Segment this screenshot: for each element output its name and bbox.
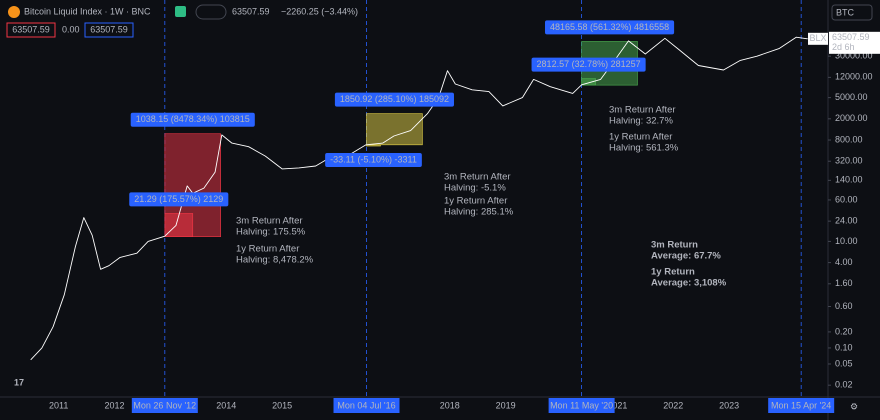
note-text: 3m Return After — [236, 216, 303, 227]
symbol-label: BLX — [809, 33, 826, 43]
note-text: 1y Return After — [236, 244, 299, 255]
flag-icon — [175, 6, 186, 17]
measure-label-box — [130, 112, 255, 127]
x-tick-label: 2014 — [216, 400, 236, 410]
measure-label: 48165.58 (561.32%) 4816558 — [550, 22, 669, 32]
x-tick-label: 2018 — [440, 400, 460, 410]
y-tick-label: 5000.00 — [835, 92, 868, 102]
y-tick-label: 10.00 — [835, 236, 858, 246]
note-text: Halving: 32.7% — [609, 116, 673, 127]
measure-label: 1850.92 (285.10%) 185092 — [340, 94, 449, 104]
note-text: Halving: 561.3% — [609, 143, 679, 154]
y-tick-label: 24.00 — [835, 216, 858, 226]
halving-date-label: Mon 04 Jul '16 — [337, 400, 395, 410]
last-price: 63507.59 — [232, 6, 270, 16]
measure-box — [366, 144, 381, 147]
y-tick-label: 140.00 — [835, 175, 863, 185]
y-tick-label: 2000.00 — [835, 113, 868, 123]
symbol-box — [808, 32, 828, 45]
y-tick-label: 0.02 — [835, 380, 853, 390]
measure-label-box — [544, 20, 675, 35]
logo: 17 — [14, 377, 24, 387]
halving-date-box — [333, 398, 400, 413]
field-value: 63507.59 — [12, 24, 50, 34]
measure-label-box — [531, 57, 646, 72]
halving-date-label: Mon 26 Nov '12 — [133, 400, 196, 410]
halving-date-label: Mon 15 Apr '24 — [771, 400, 831, 410]
x-tick-label: 2015 — [272, 400, 292, 410]
y-tick-label: 1.60 — [835, 278, 853, 288]
x-tick-label: 2022 — [663, 400, 683, 410]
measure-label-box — [129, 192, 229, 207]
currency-button[interactable] — [831, 4, 873, 21]
measure-box — [366, 113, 423, 146]
y-tick-label: 0.10 — [835, 342, 853, 352]
symbol-icon — [8, 6, 20, 18]
price-box — [829, 31, 880, 54]
note-text: Average: 3,108% — [651, 278, 727, 289]
halving-date-box — [131, 398, 198, 413]
countdown-label: 2d 6h — [832, 42, 855, 52]
y-tick-label: 0.05 — [835, 358, 853, 368]
note-text: 3m Return After — [609, 105, 676, 116]
y-tick-label: 12000.00 — [835, 72, 873, 82]
x-tick-label: 2019 — [496, 400, 516, 410]
note-text: 1y Return After — [609, 132, 672, 143]
price-label: 63507.59 — [832, 32, 870, 42]
y-tick-label: 60.00 — [835, 194, 858, 204]
y-tick-label: 0.20 — [835, 326, 853, 336]
y-tick-label: 4.00 — [835, 257, 853, 267]
x-tick-label: 2021 — [607, 400, 627, 410]
halving-date-label: Mon 11 May '20 — [550, 400, 613, 410]
note-text: 3m Return — [651, 240, 698, 251]
note-text: Halving: -5.1% — [444, 183, 506, 194]
note-text: 3m Return After — [444, 172, 511, 183]
note-text: 1y Return — [651, 267, 695, 278]
y-tick-label: 800.00 — [835, 134, 863, 144]
measure-box — [581, 78, 596, 86]
note-text: Halving: 175.5% — [236, 227, 306, 238]
y-tick-label: 0.60 — [835, 301, 853, 311]
visibility-toggle[interactable] — [195, 4, 227, 20]
halving-date-box — [768, 398, 835, 413]
measure-box — [164, 213, 194, 238]
symbol-title: Bitcoin Liquid Index · 1W · BNC — [24, 6, 151, 16]
note-text: Average: 67.7% — [651, 251, 721, 262]
x-tick-label: 2023 — [719, 400, 739, 410]
settings-icon[interactable]: ⚙ — [850, 401, 858, 411]
field-box — [84, 22, 134, 38]
measure-label: 2812.57 (32.78%) 281257 — [537, 59, 641, 69]
y-tick-label: 30000.00 — [835, 51, 873, 61]
note-text: Halving: 285.1% — [444, 207, 514, 218]
field-value: 0.00 — [62, 24, 80, 34]
measure-label: 21.29 (175.57%) 2129 — [134, 194, 223, 204]
measure-label-box — [325, 153, 422, 168]
price-line — [30, 36, 808, 361]
note-text: 1y Return After — [444, 196, 507, 207]
x-tick-label: 2012 — [105, 400, 125, 410]
field-box — [6, 22, 56, 38]
measure-label: 1038.15 (8478.34%) 103815 — [136, 114, 250, 124]
measure-label: -33.11 (-5.10%) -3311 — [330, 154, 417, 164]
halving-date-box — [548, 398, 615, 413]
currency-label: BTC — [836, 7, 855, 17]
note-text: Halving: 8,478.2% — [236, 255, 314, 266]
price-change: −2260.25 (−3.44%) — [281, 6, 358, 16]
field-value: 63507.59 — [90, 24, 128, 34]
x-tick-label: 2011 — [49, 400, 68, 410]
y-tick-label: 320.00 — [835, 156, 863, 166]
measure-label-box — [334, 92, 454, 107]
